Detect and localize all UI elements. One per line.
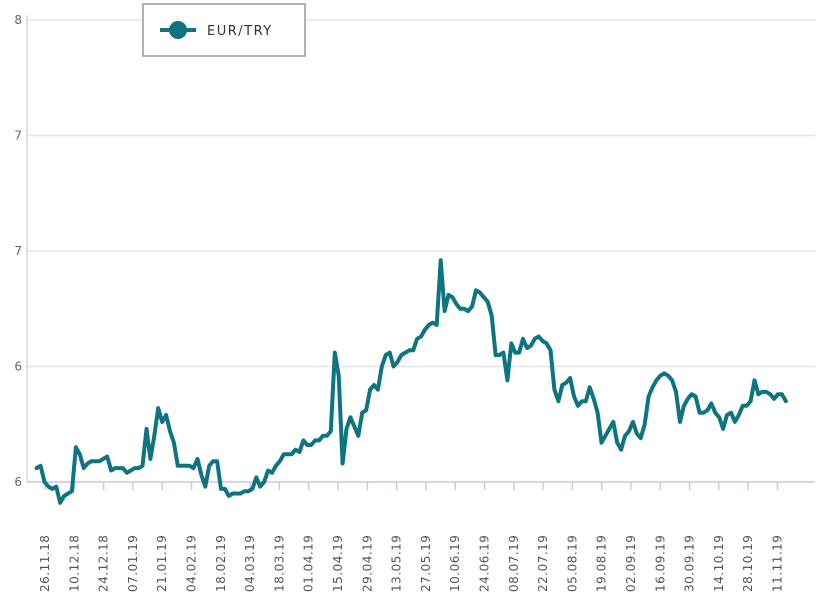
legend-marker-icon bbox=[169, 21, 187, 39]
y-tick-label: 6 bbox=[14, 360, 22, 374]
x-tick-label: 14.10.19 bbox=[712, 535, 726, 592]
x-tick-label: 05.08.19 bbox=[565, 535, 579, 592]
y-tick-label: 7 bbox=[14, 129, 22, 143]
x-tick-label: 15.04.19 bbox=[331, 535, 345, 592]
y-axis-ticks: 8 7 7 6 6 bbox=[14, 13, 22, 489]
x-tick-label: 28.10.19 bbox=[741, 535, 755, 592]
y-tick-label: 6 bbox=[14, 475, 22, 489]
x-tick-label: 10.06.19 bbox=[448, 535, 462, 592]
axes bbox=[26, 15, 815, 483]
x-tick-label: 24.12.18 bbox=[97, 535, 111, 592]
x-tick-label: 02.09.19 bbox=[624, 535, 638, 592]
x-tick-label: 13.05.19 bbox=[390, 535, 404, 592]
x-tick-label: 16.09.19 bbox=[653, 535, 667, 592]
x-tick-label: 10.12.18 bbox=[67, 535, 81, 592]
y-tick-label: 8 bbox=[14, 13, 22, 27]
x-tick-label: 04.03.19 bbox=[243, 535, 257, 592]
x-tick-label: 30.09.19 bbox=[683, 535, 697, 592]
x-tick-label: 29.04.19 bbox=[360, 535, 374, 592]
x-tick-label: 18.02.19 bbox=[214, 535, 228, 592]
legend[interactable]: EUR/TRY bbox=[142, 3, 306, 57]
y-tick-label: 7 bbox=[14, 244, 22, 258]
x-tick-label: 11.11.19 bbox=[771, 535, 785, 592]
x-tick-label: 24.06.19 bbox=[478, 535, 492, 592]
x-tick-label: 04.02.19 bbox=[185, 535, 199, 592]
x-tick-label: 21.01.19 bbox=[155, 535, 169, 592]
legend-label: EUR/TRY bbox=[207, 24, 273, 39]
x-tick-label: 26.11.18 bbox=[38, 535, 52, 592]
x-tick-label: 18.03.19 bbox=[272, 535, 286, 592]
x-tick-label: 27.05.19 bbox=[419, 535, 433, 592]
series-line-eur-try bbox=[34, 258, 788, 505]
x-tick-label: 19.08.19 bbox=[595, 535, 609, 592]
x-axis-ticks: 26.11.18 10.12.18 24.12.18 07.01.19 21.01.19… bbox=[38, 482, 785, 592]
x-tick-label: 22.07.19 bbox=[536, 535, 550, 592]
x-tick-label: 08.07.19 bbox=[507, 535, 521, 592]
x-tick-label: 01.04.19 bbox=[302, 535, 316, 592]
series bbox=[34, 258, 788, 505]
x-tick-label: 07.01.19 bbox=[126, 535, 140, 592]
grid bbox=[27, 19, 815, 483]
